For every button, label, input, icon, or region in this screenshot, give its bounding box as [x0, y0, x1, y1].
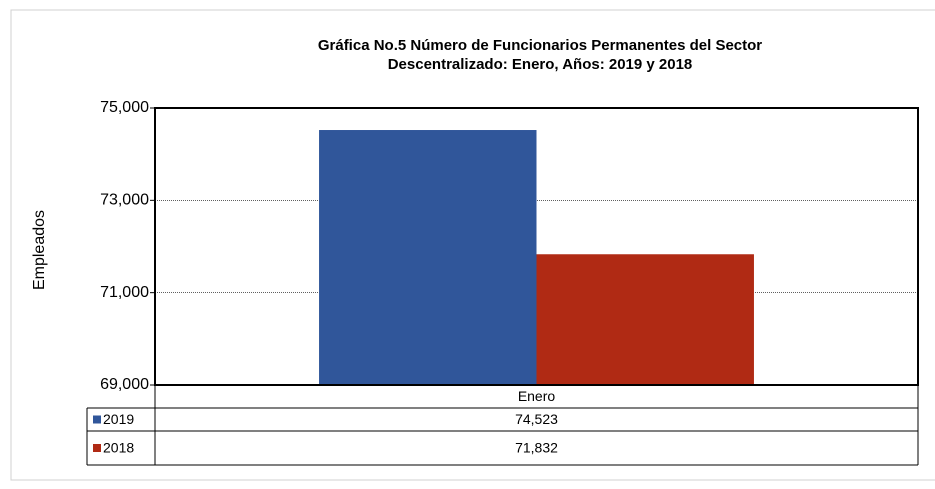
- legend-label: 2019: [103, 411, 134, 427]
- chart-frame: [10, 9, 935, 481]
- bar: [536, 254, 754, 385]
- chart-title: Gráfica No.5 Número de Funcionarios Perm…: [317, 37, 763, 73]
- table-value: 74,523: [515, 411, 558, 427]
- table-value: 71,832: [515, 440, 558, 456]
- legend-key: [93, 444, 101, 452]
- plot-frame: [154, 107, 919, 386]
- y-tick-label: 71,000: [100, 284, 149, 301]
- legend-label: 2018: [103, 440, 134, 456]
- legend-key: [93, 415, 101, 424]
- y-tick-label: 73,000: [100, 192, 149, 209]
- y-tick-label: 69,000: [100, 376, 149, 393]
- y-axis-label: Empleados: [31, 210, 48, 290]
- bar: [319, 130, 537, 385]
- x-tick-label: Enero: [518, 388, 556, 404]
- y-tick-label: 75,000: [100, 99, 149, 116]
